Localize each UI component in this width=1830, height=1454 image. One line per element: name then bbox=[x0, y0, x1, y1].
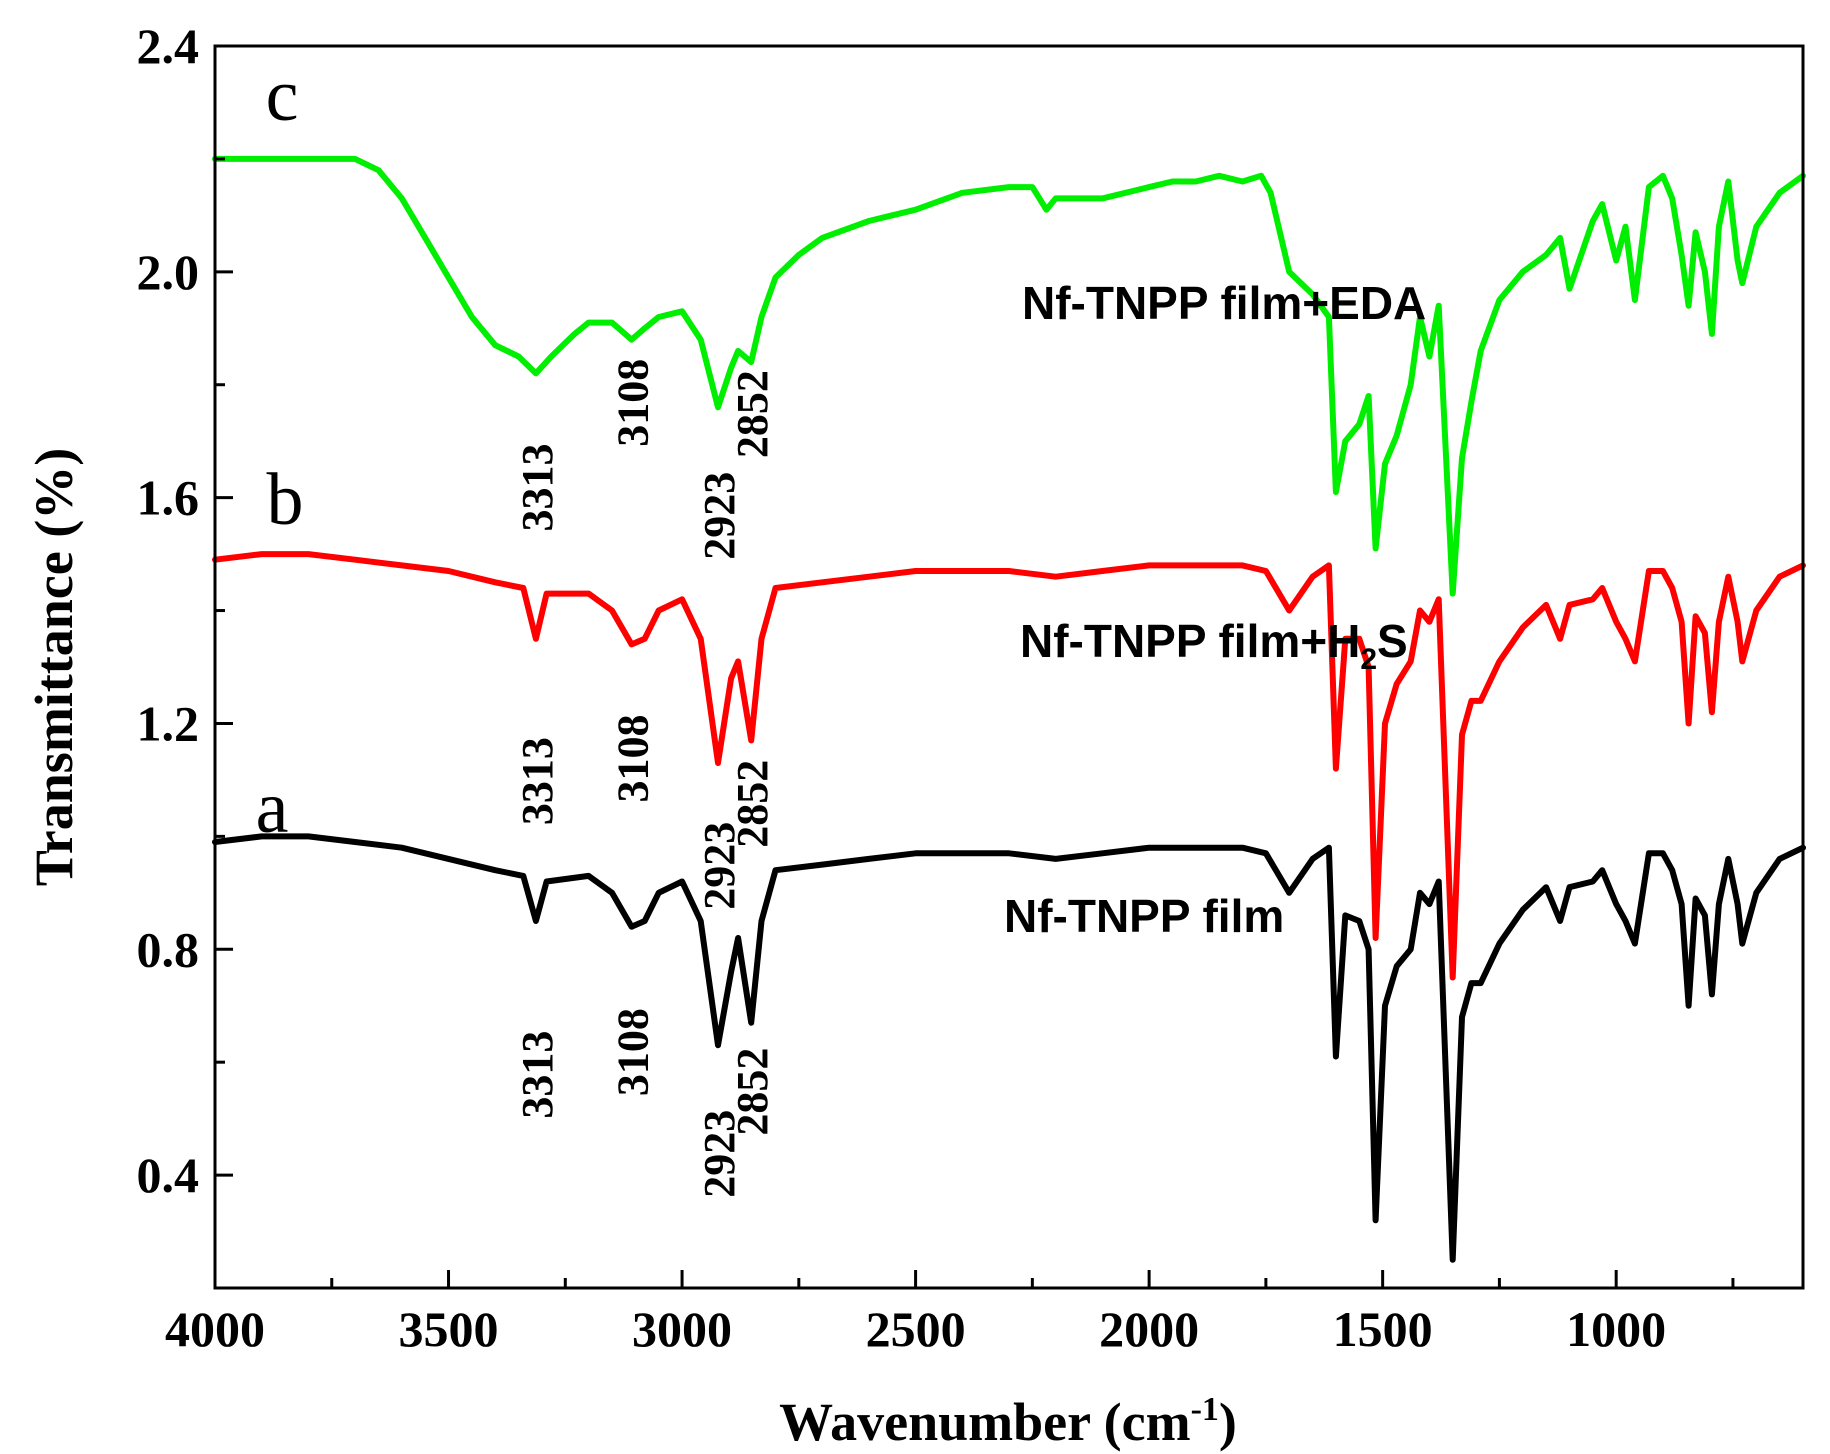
x-tick-label-1000: 1000 bbox=[1566, 1301, 1666, 1357]
series-line-b bbox=[212, 551, 1806, 981]
x-tick-label-4000: 4000 bbox=[165, 1301, 265, 1357]
series-line-c bbox=[212, 155, 1806, 597]
peak-label-a-3313: 3313 bbox=[513, 1031, 562, 1119]
tick-labels: 4000 3500 3000 2500 2000 1500 1000 0.4 0.8 1.2 1.6… bbox=[137, 18, 1667, 1357]
peak-label-c-3313: 3313 bbox=[513, 444, 562, 532]
peak-label-a-2923: 2923 bbox=[695, 1110, 744, 1198]
peak-label-b-3108: 3108 bbox=[609, 715, 658, 803]
peak-label-a-2852: 2852 bbox=[728, 1048, 777, 1136]
x-tick-label-1500: 1500 bbox=[1333, 1301, 1433, 1357]
x-tick-label-2500: 2500 bbox=[866, 1301, 966, 1357]
x-tick-label-2000: 2000 bbox=[1099, 1301, 1199, 1357]
x-axis-title: Wavenumber (cm-1) bbox=[779, 1391, 1237, 1452]
series-name-c: Nf-TNPP film+EDA bbox=[1022, 277, 1426, 329]
y-tick-label-2.4: 2.4 bbox=[137, 18, 200, 74]
y-tick-label-2.0: 2.0 bbox=[137, 244, 200, 300]
peak-label-c-2852: 2852 bbox=[728, 370, 777, 458]
x-tick-label-3000: 3000 bbox=[632, 1301, 732, 1357]
trace-letter-a: a bbox=[256, 767, 289, 849]
plot-series bbox=[212, 155, 1806, 1263]
y-tick-label-1.2: 1.2 bbox=[137, 695, 200, 751]
y-axis-title: Transmittance (%) bbox=[24, 448, 84, 886]
x-tick-label-3500: 3500 bbox=[399, 1301, 499, 1357]
series-name-a: Nf-TNPP film bbox=[1004, 890, 1284, 942]
peak-label-b-3313: 3313 bbox=[513, 737, 562, 825]
trace-letter-b: b bbox=[267, 459, 304, 541]
annotations: a Nf-TNPP film b Nf-TNPP film+H2S c Nf-TNPP f… bbox=[256, 55, 1427, 1198]
series-name-b: Nf-TNPP film+H2S bbox=[1020, 615, 1408, 676]
peak-label-b-2923: 2923 bbox=[695, 822, 744, 910]
peak-label-c-2923: 2923 bbox=[695, 472, 744, 560]
y-tick-label-0.8: 0.8 bbox=[137, 921, 200, 977]
peak-label-c-3108: 3108 bbox=[609, 359, 658, 447]
y-tick-label-0.4: 0.4 bbox=[137, 1147, 200, 1203]
peak-label-a-3108: 3108 bbox=[609, 1008, 658, 1096]
trace-letter-c: c bbox=[266, 55, 299, 137]
plot-frame bbox=[213, 44, 1805, 1290]
x-axis-title-superscript: -1 bbox=[1191, 1391, 1219, 1428]
peak-label-b-2852: 2852 bbox=[728, 760, 777, 848]
y-tick-label-1.6: 1.6 bbox=[137, 470, 200, 526]
axis-ticks bbox=[213, 44, 1735, 1288]
series-line-a bbox=[212, 833, 1806, 1263]
